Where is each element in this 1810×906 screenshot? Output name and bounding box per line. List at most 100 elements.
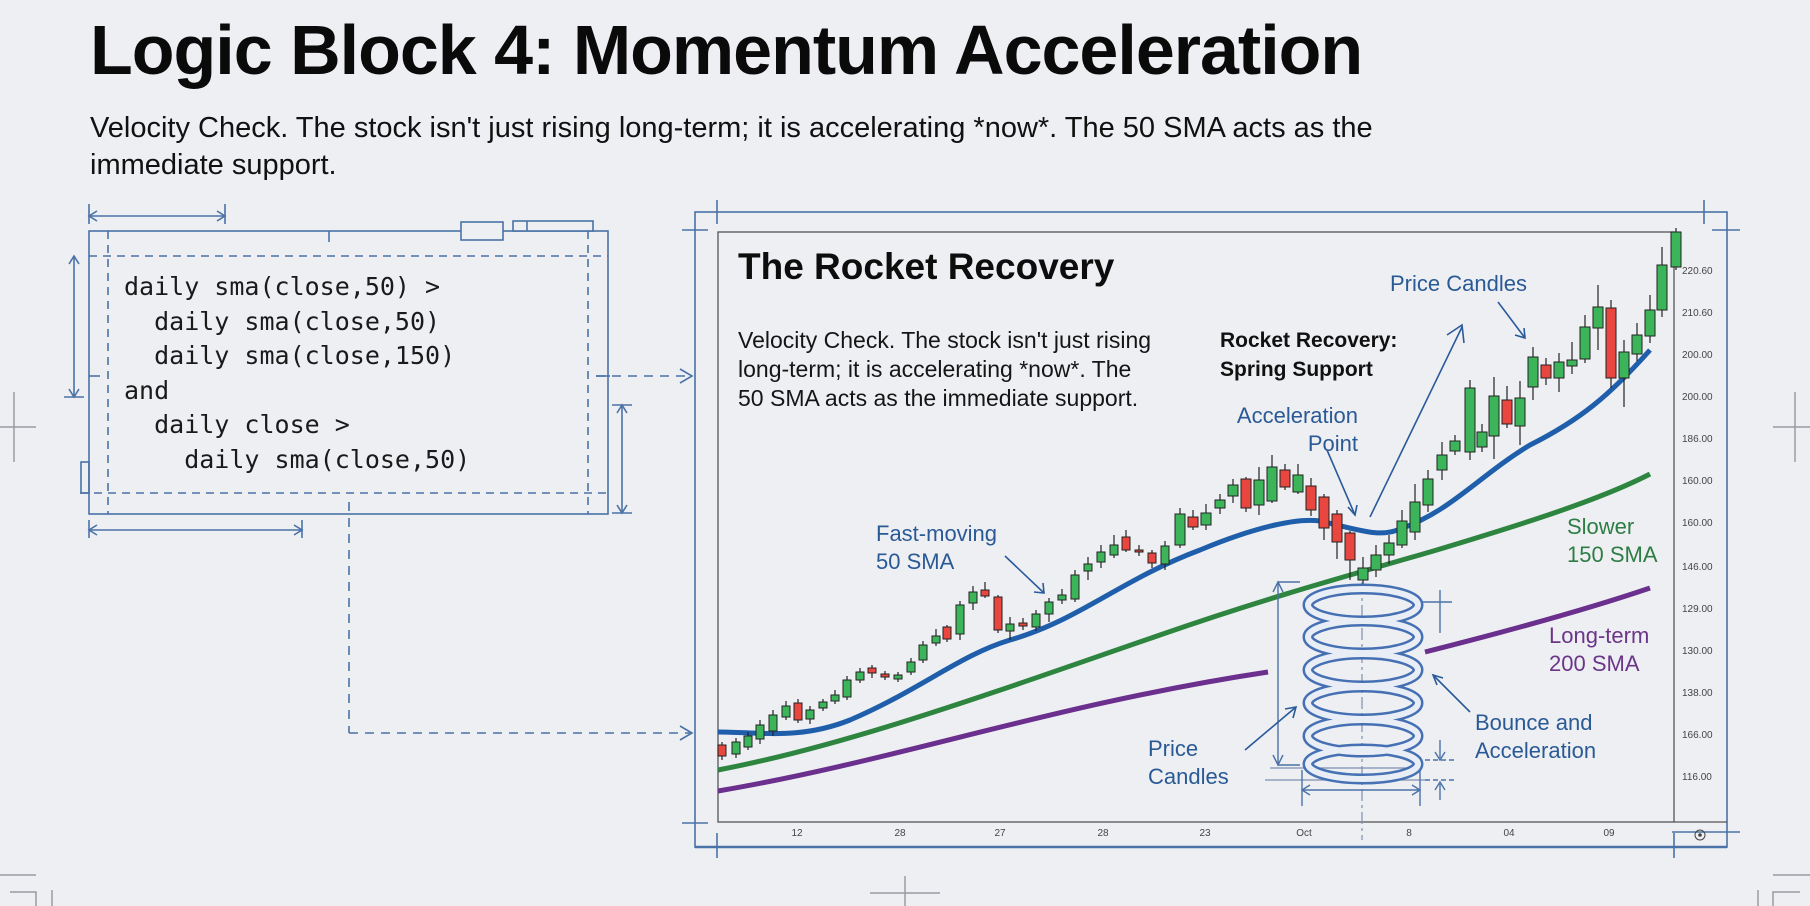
candle: [1214, 494, 1226, 514]
candle: [880, 671, 890, 680]
candle: [1227, 479, 1239, 503]
code-line: daily sma(close,50) >: [124, 272, 441, 301]
settings-circle-icon: [1694, 829, 1706, 841]
candle: [1292, 464, 1304, 494]
annotation-line: 200 SMA: [1549, 651, 1640, 676]
candle: [955, 601, 965, 640]
candle: [781, 701, 791, 720]
annotation-line: 50 SMA: [876, 549, 955, 574]
candle: [805, 706, 815, 724]
annotation-line: 150 SMA: [1567, 542, 1658, 567]
candle: [1070, 570, 1080, 602]
candle: [1566, 342, 1578, 374]
candle: [980, 582, 990, 598]
logic-block-frame: [64, 204, 694, 741]
candle: [1553, 353, 1565, 392]
candle: [1464, 380, 1476, 460]
annotation-line: Slower: [1567, 514, 1635, 539]
candle: [1344, 531, 1356, 580]
candle: [1083, 557, 1093, 580]
candle: [830, 690, 840, 704]
code-line: daily sma(close,50): [124, 306, 441, 336]
candle: [1005, 617, 1015, 640]
candle: [893, 672, 903, 682]
candle: [755, 720, 765, 744]
candle: [1488, 377, 1500, 459]
annotation-price-candles-bottom: Price Candles: [1148, 735, 1229, 791]
sma150-line: [717, 471, 1652, 773]
x-tick: 27: [994, 828, 1006, 839]
candle: [1409, 484, 1421, 540]
candle: [1147, 550, 1157, 568]
candle: [1318, 494, 1330, 540]
x-tick: 8: [1406, 828, 1412, 839]
candle: [1109, 535, 1119, 558]
candle: [818, 699, 828, 711]
x-tick: 04: [1503, 828, 1515, 839]
annotation-bounce: Bounce and Acceleration: [1475, 709, 1596, 765]
candle: [842, 676, 852, 700]
y-tick: 200.00: [1682, 392, 1713, 403]
annotation-line: Point: [1307, 431, 1358, 456]
y-tick: 200.00: [1682, 350, 1713, 361]
sma200-line-right: [1424, 585, 1651, 655]
y-tick: 160.00: [1682, 476, 1713, 487]
candle: [1656, 247, 1668, 317]
candle: [1501, 386, 1513, 428]
y-tick: 160.00: [1682, 518, 1713, 529]
candle: [1422, 470, 1434, 512]
annotation-fast-sma: Fast-moving 50 SMA: [876, 520, 997, 576]
candle: [1631, 323, 1643, 361]
candle: [1096, 545, 1106, 568]
chart-description: Velocity Check. The stock isn't just ris…: [738, 327, 1152, 411]
candle: [867, 665, 877, 678]
candle: [1436, 442, 1448, 480]
annotation-line: Rocket Recovery:: [1220, 329, 1398, 352]
spring-illustration: [1265, 580, 1455, 840]
candle: [1200, 504, 1212, 530]
code-line: daily sma(close,150): [124, 341, 456, 370]
candle: [1279, 464, 1291, 490]
candle: [993, 595, 1003, 633]
plot-area-frame: [717, 231, 1727, 823]
candle: [1240, 477, 1252, 512]
y-tick: 186.00: [1682, 434, 1713, 445]
price-candles: [717, 228, 1682, 760]
x-tick: 28: [894, 828, 906, 839]
annotation-line: Price: [1148, 736, 1199, 761]
code-line: daily sma(close,50): [124, 444, 471, 474]
logic-code-block: daily sma(close,50) > daily sma(close,50…: [124, 270, 470, 477]
candle: [1018, 618, 1028, 630]
candle: [1579, 315, 1591, 363]
x-tick: 12: [791, 828, 803, 839]
annotation-line: Spring Support: [1220, 358, 1373, 381]
y-tick: 138.00: [1682, 688, 1713, 699]
annotation-line: Acceleration: [1236, 403, 1358, 428]
y-tick: 129.00: [1682, 604, 1713, 615]
candle: [1449, 435, 1461, 455]
candle: [1357, 557, 1369, 584]
candle: [1253, 467, 1265, 515]
candle: [731, 738, 741, 758]
candle: [1160, 541, 1170, 570]
candle: [1121, 530, 1131, 552]
candle: [855, 668, 865, 683]
annotation-line: Bounce and: [1475, 710, 1593, 735]
candle: [1670, 228, 1682, 270]
chart-outer-frame: [682, 200, 1740, 858]
candle: [1396, 510, 1408, 548]
candle: [1527, 347, 1539, 400]
y-tick: 130.00: [1682, 646, 1713, 657]
candle: [1134, 545, 1144, 556]
candle: [1305, 478, 1317, 516]
page-subtitle: Velocity Check. The stock isn't just ris…: [90, 112, 1373, 181]
annotation-price-candles-top: Price Candles: [1390, 271, 1527, 296]
candle: [931, 629, 941, 646]
sma200-line: [717, 669, 1269, 794]
candle: [1044, 598, 1054, 622]
candle: [1187, 510, 1199, 530]
candle: [1331, 510, 1343, 559]
registration-marks: [0, 392, 1810, 906]
candle: [1370, 545, 1382, 577]
candle: [1540, 358, 1552, 385]
